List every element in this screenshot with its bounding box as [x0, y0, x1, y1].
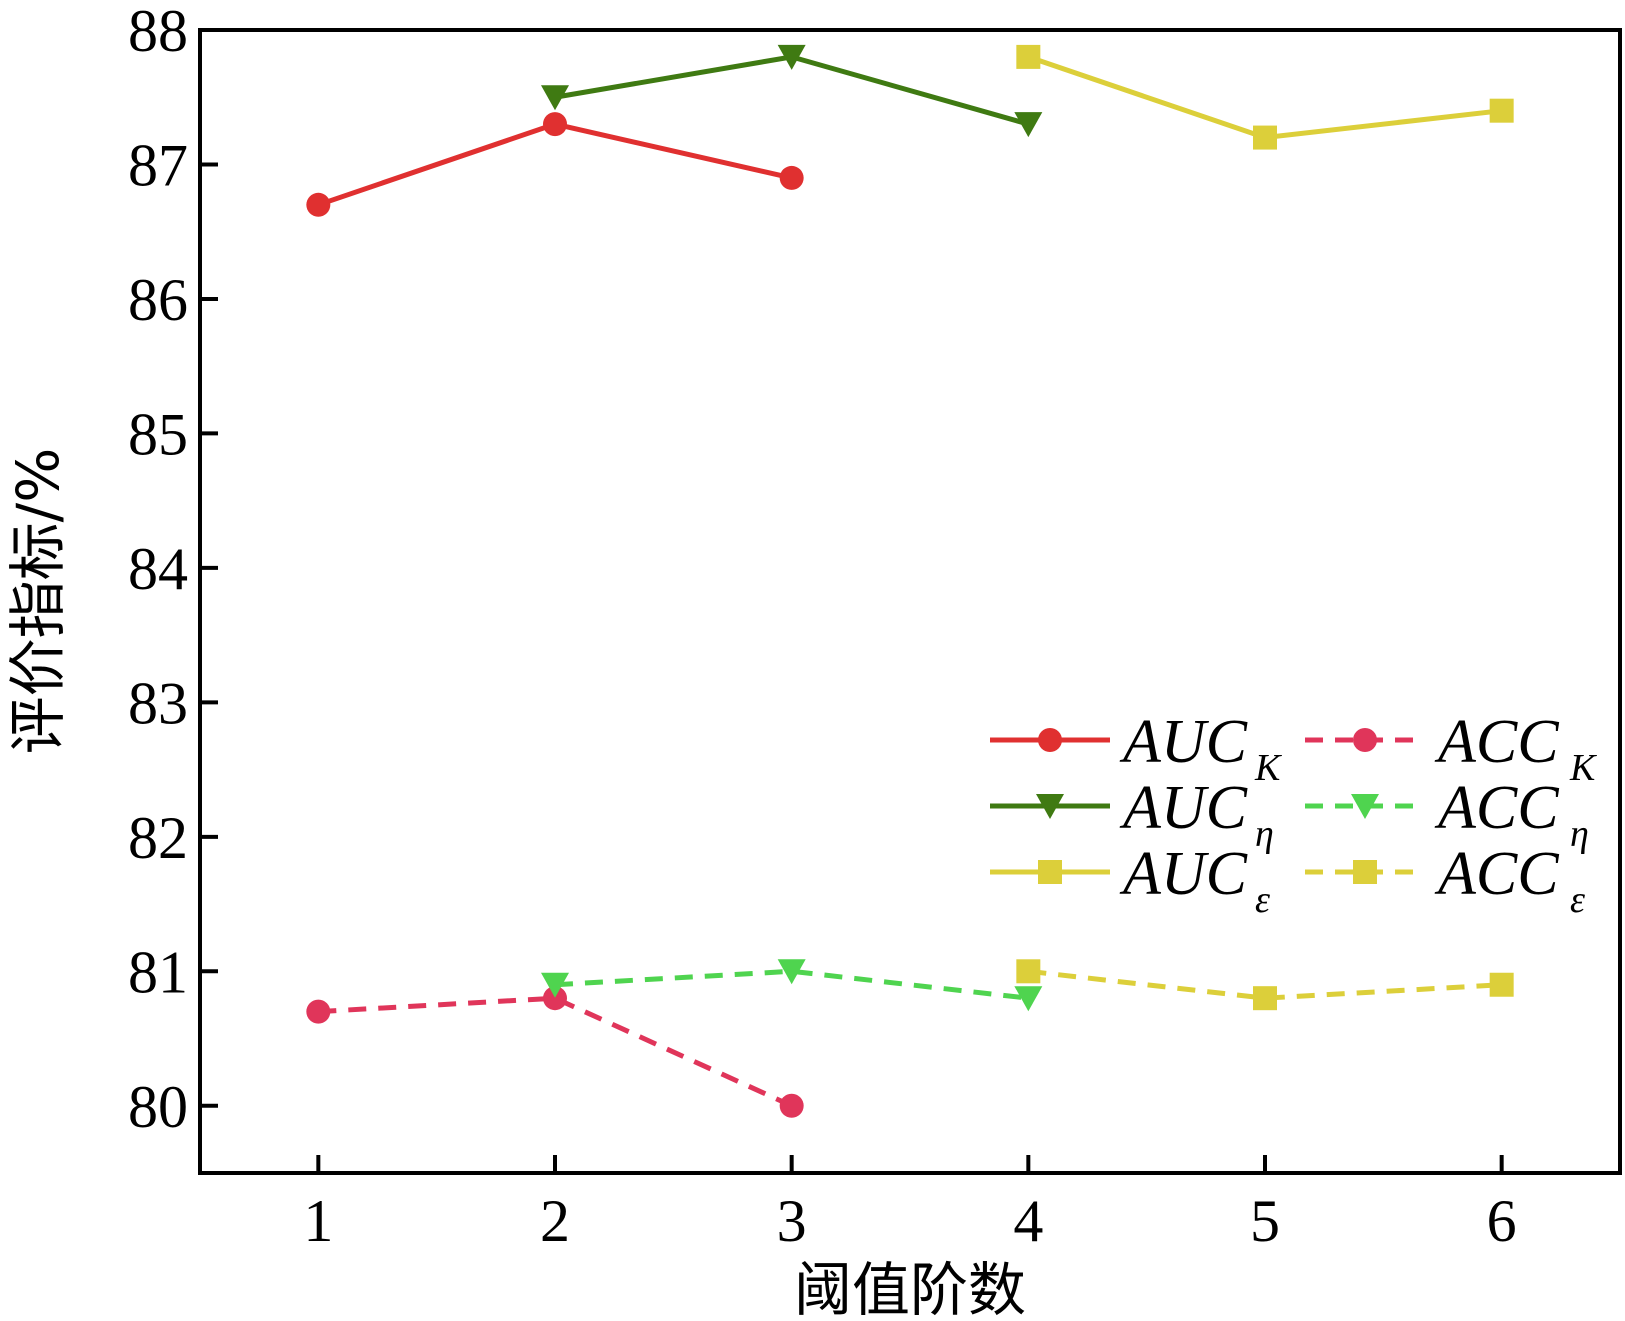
series-line [1027, 54, 1502, 141]
series-3 [541, 959, 1043, 1012]
x-tick-label: 3 [777, 1188, 807, 1254]
legend-subscript: ε [1255, 879, 1270, 921]
data-point [543, 986, 567, 1011]
plot-frame [198, 28, 1622, 1175]
legend-subscript: η [1570, 813, 1589, 855]
legend-entry: AUC ε [990, 840, 1270, 921]
legend-entry: AUC η [990, 774, 1274, 855]
y-tick-label: 84 [128, 536, 188, 602]
x-tick-label: 5 [1250, 1188, 1280, 1254]
x-axis-title: 阈值阶数 [794, 1256, 1026, 1321]
legend-label: ACC [1434, 708, 1559, 776]
series-2 [541, 44, 1043, 138]
series-line [318, 995, 793, 1109]
data-point [777, 44, 806, 70]
legend-subscript: ε [1570, 879, 1585, 921]
series-1 [306, 986, 804, 1118]
legend-entry: ACC K [1305, 708, 1597, 789]
x-tick-label: 1 [303, 1188, 333, 1254]
data-point [543, 112, 567, 137]
legend-marker [1036, 794, 1064, 819]
y-axis-title: 评价指标/% [4, 448, 72, 755]
series-line [317, 121, 793, 208]
legend-subscript: K [1254, 747, 1282, 789]
x-tick-label: 4 [1013, 1188, 1043, 1254]
y-tick-label: 80 [128, 1074, 188, 1140]
y-tick-label: 83 [128, 670, 188, 736]
legend-marker [1351, 794, 1379, 819]
series-group [306, 44, 1514, 1118]
legend-marker [1038, 728, 1062, 752]
x-tick-label: 6 [1487, 1188, 1517, 1254]
data-point [1016, 959, 1041, 984]
legend-entry: AUC K [990, 708, 1282, 789]
legend-label: AUC [1119, 840, 1248, 908]
data-point [541, 85, 569, 111]
legend-label: ACC [1434, 840, 1559, 908]
legend-marker [1038, 860, 1062, 884]
series-line [554, 968, 1029, 1001]
data-point [1253, 986, 1277, 1011]
y-tick-label: 82 [128, 805, 188, 871]
y-tick-label: 85 [128, 401, 188, 467]
series-4 [1016, 44, 1514, 150]
data-point [779, 165, 804, 190]
series-5 [1016, 959, 1514, 1011]
data-point [306, 999, 331, 1024]
data-point [1489, 972, 1514, 997]
legend-subscript: K [1569, 747, 1597, 789]
y-tick-label: 86 [128, 267, 188, 333]
data-point [1253, 125, 1277, 150]
legend-entry: ACC ε [1305, 840, 1585, 921]
data-point [779, 1093, 804, 1118]
legend-entry: ACC η [1305, 774, 1589, 855]
data-point [541, 972, 569, 998]
axis-ticks: 1 2 3 4 5 6 80 81 82 83 84 85 86 87 88 [128, 0, 1517, 1254]
data-point [1014, 112, 1043, 138]
y-tick-label: 81 [128, 939, 188, 1005]
x-tick-label: 2 [540, 1188, 570, 1254]
data-point [1014, 986, 1043, 1012]
legend-marker [1353, 860, 1377, 884]
legend-label: AUC [1119, 774, 1248, 842]
data-point [777, 959, 806, 985]
data-point [1489, 98, 1514, 123]
data-point [306, 192, 331, 217]
legend-marker [1353, 728, 1377, 752]
y-tick-label: 88 [128, 0, 188, 64]
series-line [1028, 968, 1502, 1001]
legend-label: AUC [1119, 708, 1248, 776]
legend-label: ACC [1434, 774, 1559, 842]
series-0 [306, 112, 804, 217]
legend-subscript: η [1255, 813, 1274, 855]
y-tick-label: 87 [128, 132, 188, 198]
data-point [1016, 44, 1041, 69]
